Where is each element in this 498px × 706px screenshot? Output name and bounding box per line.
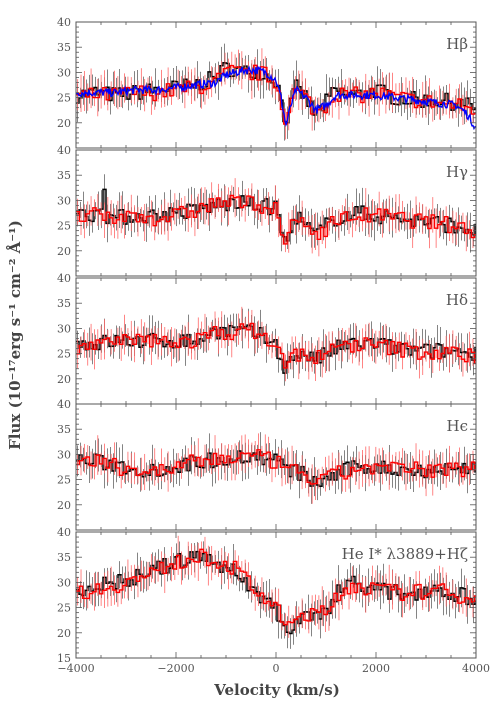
y-tick-label: 30 xyxy=(57,194,71,207)
panel-1-series-2 xyxy=(76,48,476,140)
x-tick-label: 0 xyxy=(273,662,280,675)
panel-2: 20 25 30 35 40 Hγ xyxy=(57,144,477,277)
panel-4-series-2 xyxy=(76,433,476,504)
panel-label: Hϵ xyxy=(447,417,468,435)
series-steps xyxy=(76,64,476,125)
panel-4-series-1 xyxy=(76,432,476,504)
y-tick-label: 20 xyxy=(57,627,71,640)
panel-label: Hβ xyxy=(446,35,468,53)
y-tick-label: 35 xyxy=(57,41,71,54)
y-tick-label: 20 xyxy=(57,373,71,386)
panel-3-series xyxy=(76,306,476,386)
y-tick-label: 25 xyxy=(57,92,71,105)
y-tick-label: 40 xyxy=(57,144,71,157)
series-steps xyxy=(76,548,476,626)
panel-1-series xyxy=(76,43,476,141)
x-tick-label: 2000 xyxy=(362,662,390,675)
y-tick-label: 30 xyxy=(57,576,71,589)
y-tick-label: 40 xyxy=(57,272,71,285)
x-axis-title: Velocity (km/s) xyxy=(213,681,340,699)
panel-5-series-2 xyxy=(76,535,476,638)
panel-4: 20 25 30 35 40 Hϵ xyxy=(57,398,477,531)
y-tick-label: 40 xyxy=(57,398,71,411)
y-tick-label: 25 xyxy=(57,474,71,487)
x-tick-label: −4000 xyxy=(57,662,94,675)
panel-1-series-3 xyxy=(76,64,476,131)
y-tick-label: 35 xyxy=(57,169,71,182)
x-tick-label: 4000 xyxy=(462,662,490,675)
y-tick-label: 30 xyxy=(57,66,71,79)
panel-2-series-2 xyxy=(76,178,476,257)
panels-group: 20 25 30 35 40 Hβ 20 25 30 35 40 Hγ 20 25 30 35 40 Hδ 20 25… xyxy=(57,16,477,665)
panel-3: 20 25 30 35 40 Hδ xyxy=(57,272,477,405)
series-steps xyxy=(76,449,476,485)
panel-label: Hγ xyxy=(446,163,468,181)
panel-1: 20 25 30 35 40 Hβ xyxy=(57,16,477,149)
y-tick-label: 40 xyxy=(57,526,71,539)
panel-2-series xyxy=(76,174,476,257)
y-tick-label: 20 xyxy=(57,245,71,258)
y-tick-label: 35 xyxy=(57,551,71,564)
panel-3-series-2 xyxy=(76,306,476,382)
y-tick-label: 30 xyxy=(57,322,71,335)
series-line xyxy=(76,64,476,131)
y-tick-label: 15 xyxy=(57,652,71,665)
panel-4-series xyxy=(76,432,476,504)
panel-label: He I* λ3889+Hζ xyxy=(342,545,468,563)
series-steps xyxy=(76,322,476,369)
y-axis-title: Flux (10⁻¹⁷erg s⁻¹ cm⁻² Å⁻¹) xyxy=(6,220,24,450)
series-steps xyxy=(76,194,476,245)
y-tick-label: 40 xyxy=(57,16,71,29)
x-tick-label: −2000 xyxy=(157,662,194,675)
y-tick-label: 25 xyxy=(57,348,71,361)
panel-5: 15 20 25 30 35 40 He I* λ3889+Hζ xyxy=(57,526,477,665)
y-tick-label: 25 xyxy=(57,602,71,615)
y-tick-label: 35 xyxy=(57,297,71,310)
y-tick-label: 25 xyxy=(57,220,71,233)
y-tick-label: 20 xyxy=(57,499,71,512)
panel-5-series xyxy=(76,535,476,649)
y-tick-label: 20 xyxy=(57,117,71,130)
y-tick-label: 30 xyxy=(57,448,71,461)
panel-label: Hδ xyxy=(446,291,468,309)
x-axis: −4000 −2000 0 2000 4000 xyxy=(57,662,490,675)
y-tick-label: 35 xyxy=(57,423,71,436)
